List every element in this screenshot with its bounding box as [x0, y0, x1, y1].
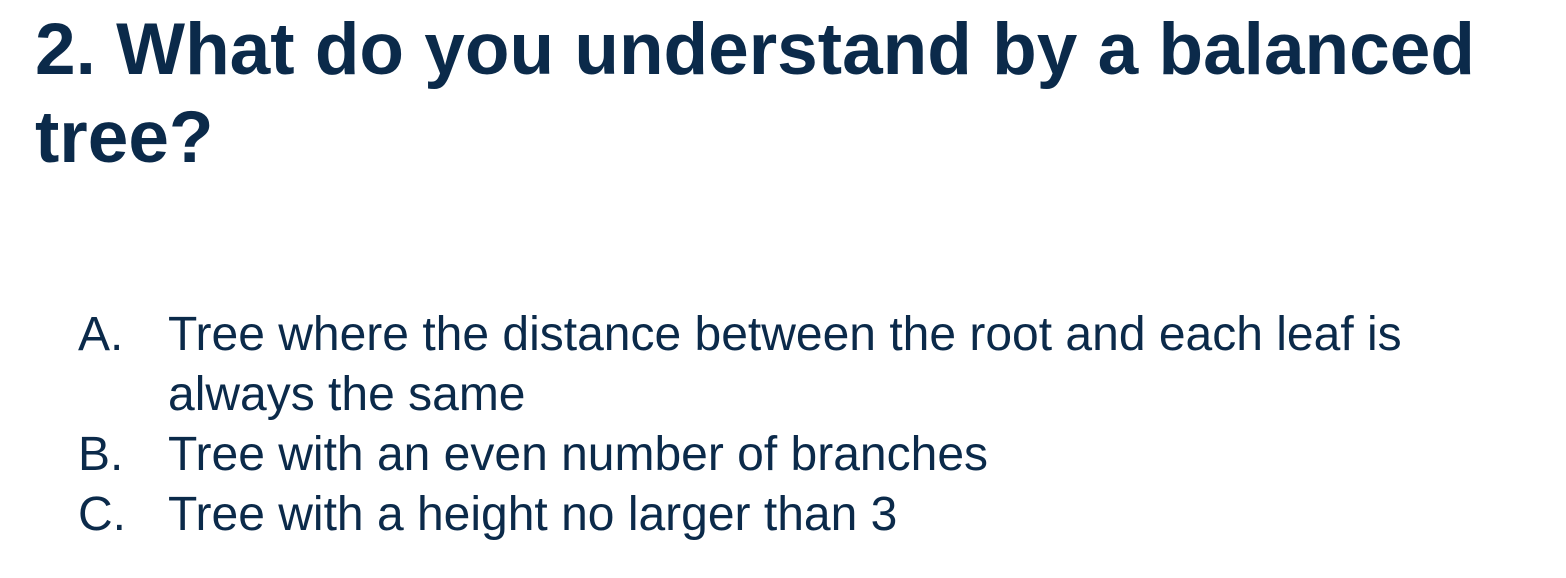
question-title: 2. What do you understand by a balanced …	[35, 9, 1475, 178]
answer-option-c: C. Tree with a height no larger than 3	[78, 485, 1518, 545]
option-text: Tree with an even number of branches	[168, 428, 989, 481]
option-text: Tree with a height no larger than 3	[168, 488, 898, 541]
answer-options-list: A. Tree where the distance between the r…	[78, 305, 1518, 545]
option-letter: C.	[78, 488, 126, 541]
option-letter: A.	[78, 308, 124, 361]
answer-option-b: B. Tree with an even number of branches	[78, 425, 1518, 485]
answer-option-a: A. Tree where the distance between the r…	[78, 305, 1518, 425]
option-letter: B.	[78, 428, 124, 481]
option-text: Tree where the distance between the root…	[168, 308, 1402, 421]
